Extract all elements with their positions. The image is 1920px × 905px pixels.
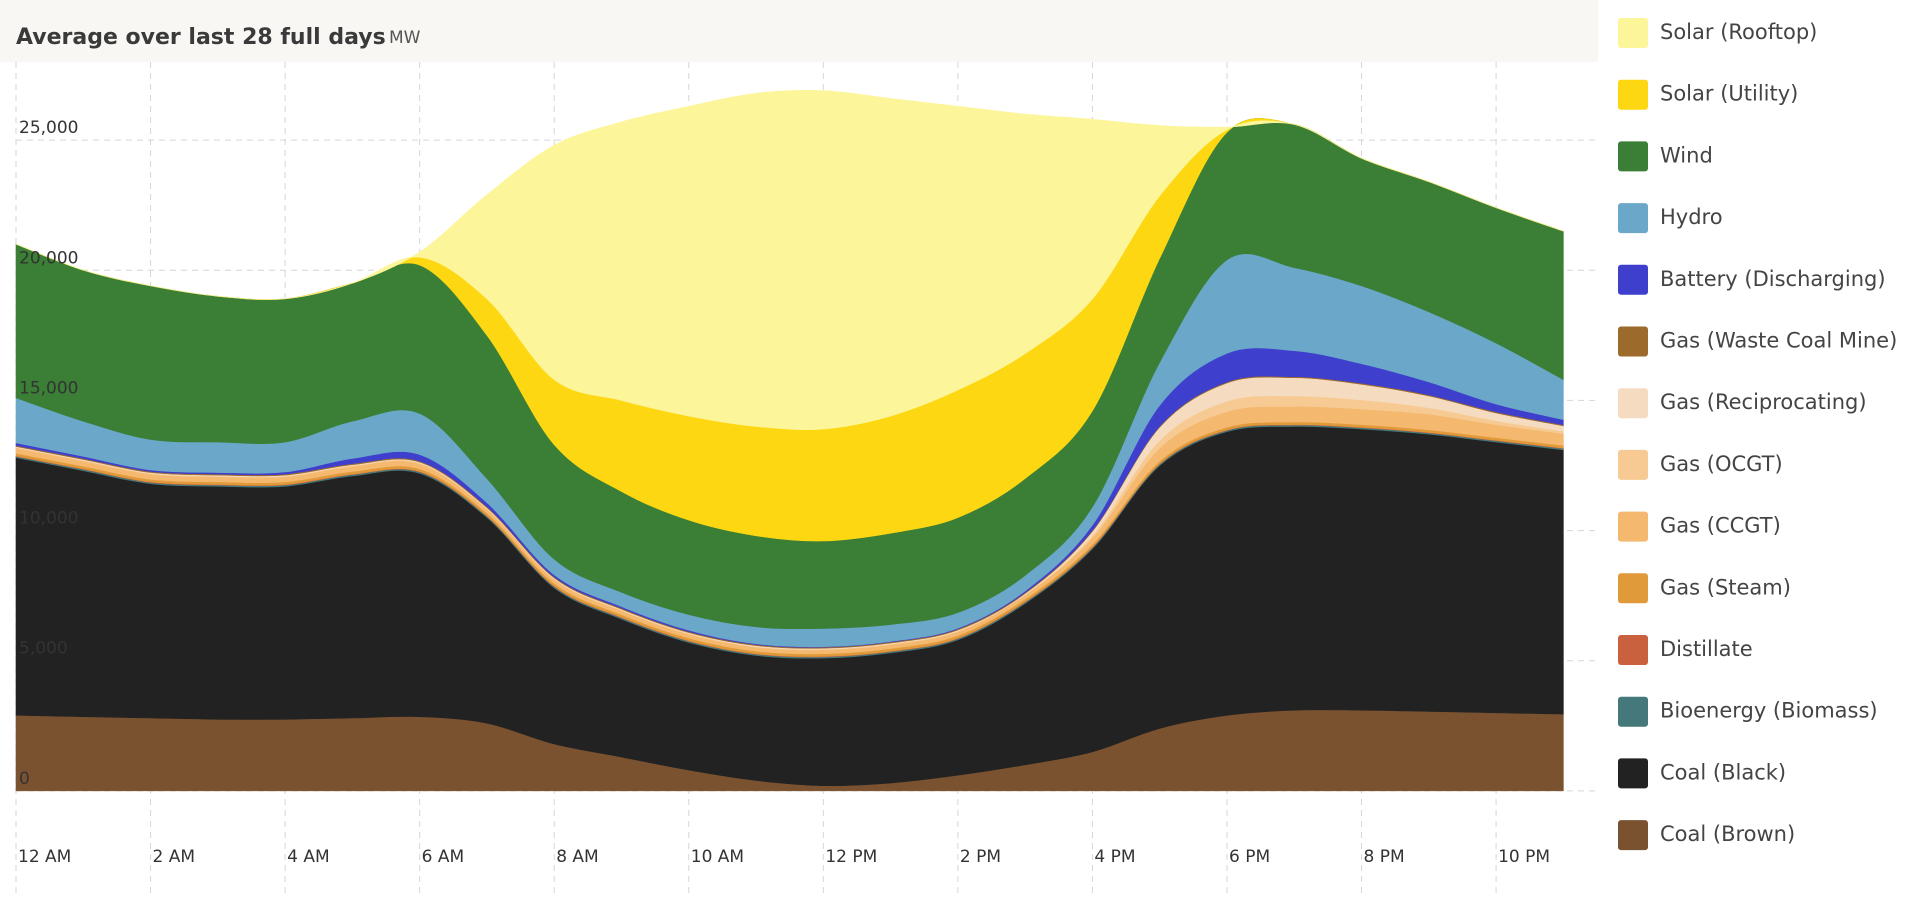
legend-item[interactable]: Gas (Waste Coal Mine)	[1618, 326, 1897, 357]
x-tick-label: 2 AM	[153, 847, 196, 867]
legend-item[interactable]: Battery (Discharging)	[1618, 264, 1886, 295]
legend-swatch[interactable]	[1618, 635, 1648, 665]
legend-item[interactable]: Solar (Utility)	[1618, 79, 1798, 110]
legend-item[interactable]: Gas (Steam)	[1618, 573, 1791, 604]
y-tick-label: 20,000	[19, 248, 78, 268]
legend-swatch[interactable]	[1618, 511, 1648, 542]
x-tick-label: 8 PM	[1364, 847, 1405, 867]
axis-labels: 0 5,000 10,000 15,000 20,000 25,000 12 AM 2 AM 4…	[18, 118, 1550, 867]
legend-swatch[interactable]	[1618, 326, 1648, 357]
legend-item[interactable]: Bioenergy (Biomass)	[1618, 696, 1878, 727]
area	[15, 90, 1564, 430]
legend-label[interactable]: Coal (Brown)	[1660, 822, 1795, 846]
legend-swatch[interactable]	[1618, 758, 1648, 789]
legend-label[interactable]: Gas (CCGT)	[1660, 514, 1781, 538]
y-tick-label: 0	[19, 769, 30, 789]
x-tick-label: 10 PM	[1498, 847, 1550, 867]
header-background	[0, 0, 1598, 62]
x-tick-label: 10 AM	[691, 847, 744, 867]
legend-swatch[interactable]	[1618, 820, 1648, 851]
legend-background	[1598, 0, 1920, 905]
legend-item[interactable]: Wind	[1618, 141, 1713, 172]
legend-swatch[interactable]	[1618, 449, 1648, 480]
legend-item[interactable]: Gas (CCGT)	[1618, 511, 1781, 542]
legend-swatch[interactable]	[1618, 79, 1648, 110]
legend-swatch[interactable]	[1618, 141, 1648, 172]
legend-label[interactable]: Distillate	[1660, 637, 1753, 661]
legend-label[interactable]: Gas (Reciprocating)	[1660, 390, 1867, 414]
legend-item[interactable]: Coal (Brown)	[1618, 820, 1795, 851]
chart-title: Average over last 28 full days	[16, 25, 386, 50]
legend-swatch[interactable]	[1618, 264, 1648, 295]
x-tick-label: 2 PM	[960, 847, 1001, 867]
legend-swatch[interactable]	[1618, 696, 1648, 727]
legend-label[interactable]: Solar (Utility)	[1660, 82, 1798, 106]
y-tick-label: 25,000	[19, 118, 78, 138]
x-tick-label: 6 PM	[1229, 847, 1270, 867]
legend-item[interactable]: Gas (Reciprocating)	[1618, 388, 1867, 419]
y-tick-label: 15,000	[19, 378, 78, 398]
legend-label[interactable]: Coal (Black)	[1660, 760, 1786, 784]
x-tick-label: 12 PM	[825, 847, 877, 867]
legend-item[interactable]: Gas (OCGT)	[1618, 449, 1783, 480]
legend-label[interactable]: Gas (Steam)	[1660, 575, 1791, 599]
legend-label[interactable]: Hydro	[1660, 205, 1723, 229]
legend-item[interactable]: Distillate	[1618, 635, 1753, 665]
x-tick-label: 12 AM	[18, 847, 71, 867]
y-tick-label: 5,000	[19, 639, 68, 659]
legend-swatch[interactable]	[1618, 203, 1648, 234]
legend-item[interactable]: Hydro	[1618, 203, 1723, 234]
x-tick-label: 4 AM	[287, 847, 330, 867]
legend-swatch[interactable]	[1618, 18, 1648, 48]
legend-label[interactable]: Battery (Discharging)	[1660, 267, 1886, 291]
legend-swatch[interactable]	[1618, 573, 1648, 604]
x-tick-label: 4 PM	[1094, 847, 1135, 867]
legend-label[interactable]: Gas (Waste Coal Mine)	[1660, 329, 1897, 353]
legend-swatch[interactable]	[1618, 388, 1648, 419]
areas	[15, 90, 1564, 792]
legend-label[interactable]: Solar (Rooftop)	[1660, 20, 1817, 44]
x-tick-label: 6 AM	[422, 847, 465, 867]
legend-item[interactable]: Solar (Rooftop)	[1618, 18, 1817, 48]
legend-item[interactable]: Coal (Black)	[1618, 758, 1786, 789]
legend-label[interactable]: Gas (OCGT)	[1660, 452, 1783, 476]
legend[interactable]: Coal (Brown) Coal (Black) Bioenergy (Bioma…	[1618, 18, 1897, 851]
unit-label: MW	[389, 28, 421, 48]
x-tick-label: 8 AM	[556, 847, 599, 867]
legend-label[interactable]: Wind	[1660, 143, 1713, 167]
legend-label[interactable]: Bioenergy (Biomass)	[1660, 699, 1878, 723]
y-tick-label: 10,000	[19, 509, 78, 529]
